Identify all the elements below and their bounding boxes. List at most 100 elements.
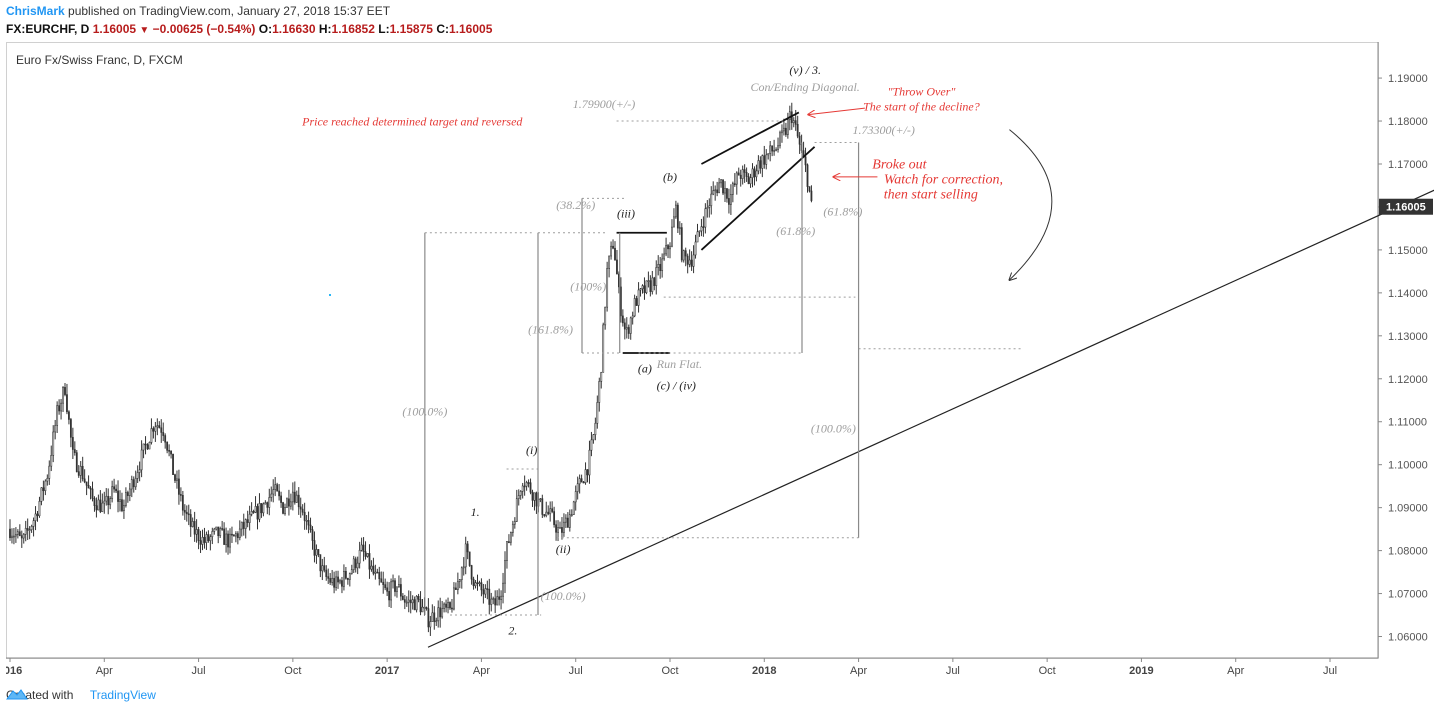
candle-body xyxy=(134,478,137,488)
candle-body xyxy=(633,298,636,317)
candle-body xyxy=(233,534,235,537)
candle-body xyxy=(470,565,473,580)
candle-body xyxy=(502,582,504,597)
chart-header: ChrisMark published on TradingView.com, … xyxy=(0,0,1440,42)
candle-body xyxy=(126,492,129,496)
chart-annotation: (100.0%) xyxy=(402,404,447,418)
candle-body xyxy=(117,490,119,502)
candle-body xyxy=(663,253,666,260)
candle-body xyxy=(56,405,59,426)
candle-body xyxy=(757,160,760,172)
x-tick-label: Jul xyxy=(569,665,583,677)
candle-body xyxy=(333,577,336,588)
candle-body xyxy=(150,428,153,443)
candle-body xyxy=(172,453,174,475)
candle-body xyxy=(712,190,715,195)
candle-body xyxy=(708,205,711,208)
candle-body xyxy=(178,478,180,495)
candle-body xyxy=(698,230,701,233)
high-value: 1.16852 xyxy=(331,22,375,36)
candle-body xyxy=(309,524,312,530)
candle-body xyxy=(132,479,135,488)
candle-body xyxy=(433,612,436,622)
candle-body xyxy=(600,372,603,382)
candle-body xyxy=(398,584,400,588)
tradingview-brand[interactable]: TradingView xyxy=(89,688,156,702)
candle-body xyxy=(138,469,141,473)
candle-body xyxy=(490,598,493,605)
candle-body xyxy=(164,435,167,443)
candle-body xyxy=(621,315,624,324)
candle-body xyxy=(643,285,646,294)
x-tick-label: Apr xyxy=(1227,665,1244,677)
x-tick-label: Oct xyxy=(284,665,301,677)
diagonal-upper-line xyxy=(701,111,800,165)
candle-body xyxy=(484,588,487,595)
x-tick-label: 2016 xyxy=(6,665,22,677)
candle-body xyxy=(329,578,332,583)
candle-body xyxy=(97,499,100,511)
candle-body xyxy=(181,495,184,511)
chart-annotation: 2. xyxy=(508,623,517,637)
candle-body xyxy=(368,553,371,570)
candle-body xyxy=(779,132,781,147)
candle-body xyxy=(545,511,548,516)
chart-annotation: (ii) xyxy=(556,542,571,556)
candle-body xyxy=(474,582,477,587)
candle-body xyxy=(710,193,713,207)
candle-body xyxy=(130,479,133,490)
candle-body xyxy=(270,493,273,498)
candle-body xyxy=(645,280,648,294)
candle-body xyxy=(566,517,569,528)
candle-body xyxy=(168,450,171,452)
candle-body xyxy=(20,535,23,539)
candle-body xyxy=(154,426,157,432)
candle-body xyxy=(274,484,277,490)
candle-body xyxy=(401,595,404,600)
candle-body xyxy=(293,491,296,503)
publish-line: ChrisMark published on TradingView.com, … xyxy=(6,4,390,18)
x-tick-label: 2017 xyxy=(375,665,399,677)
close-value: 1.16005 xyxy=(448,22,493,36)
y-tick-label: 1.13000 xyxy=(1388,331,1428,343)
candle-body xyxy=(85,481,88,486)
candle-body xyxy=(456,581,459,590)
candle-body xyxy=(431,612,434,622)
candle-body xyxy=(673,216,675,228)
author-link[interactable]: ChrisMark xyxy=(6,4,65,18)
candle-body xyxy=(724,188,726,194)
chart-area[interactable]: Euro Fx/Swiss Franc, D, FXCM (v) / 3. Con/… xyxy=(6,42,1434,682)
candle-body xyxy=(592,434,595,441)
candle-body xyxy=(777,145,779,150)
candle-body xyxy=(105,495,108,502)
candle-body xyxy=(706,207,709,210)
candle-body xyxy=(488,588,491,605)
candle-body xyxy=(331,577,334,583)
candle-body xyxy=(765,154,768,165)
candle-body xyxy=(341,580,343,587)
x-tick-label: Jul xyxy=(946,665,960,677)
candle-body xyxy=(162,432,165,436)
candle-body xyxy=(160,427,163,433)
curved-projection-arrow xyxy=(1009,129,1053,280)
candle-body xyxy=(42,487,45,492)
y-tick-label: 1.10000 xyxy=(1388,460,1428,472)
candle-body xyxy=(403,599,406,603)
candle-body xyxy=(576,483,579,492)
symbol-label[interactable]: FX:EURCHF, D xyxy=(6,22,90,36)
candle-body xyxy=(413,599,416,611)
price-chart[interactable]: Euro Fx/Swiss Franc, D, FXCM (v) / 3. Con/… xyxy=(6,42,1434,682)
y-tick-label: 1.07000 xyxy=(1388,589,1428,601)
candle-body xyxy=(374,571,377,574)
candle-body xyxy=(123,505,125,511)
candle-body xyxy=(327,576,330,579)
candle-body xyxy=(572,501,575,515)
candle-body xyxy=(555,524,557,533)
candle-body xyxy=(659,263,662,272)
candle-body xyxy=(680,227,683,261)
candle-body xyxy=(788,111,791,121)
candle-body xyxy=(775,149,777,151)
chart-annotation: (100.0%) xyxy=(811,421,856,435)
candle-body xyxy=(319,554,322,572)
candle-body xyxy=(453,587,455,610)
